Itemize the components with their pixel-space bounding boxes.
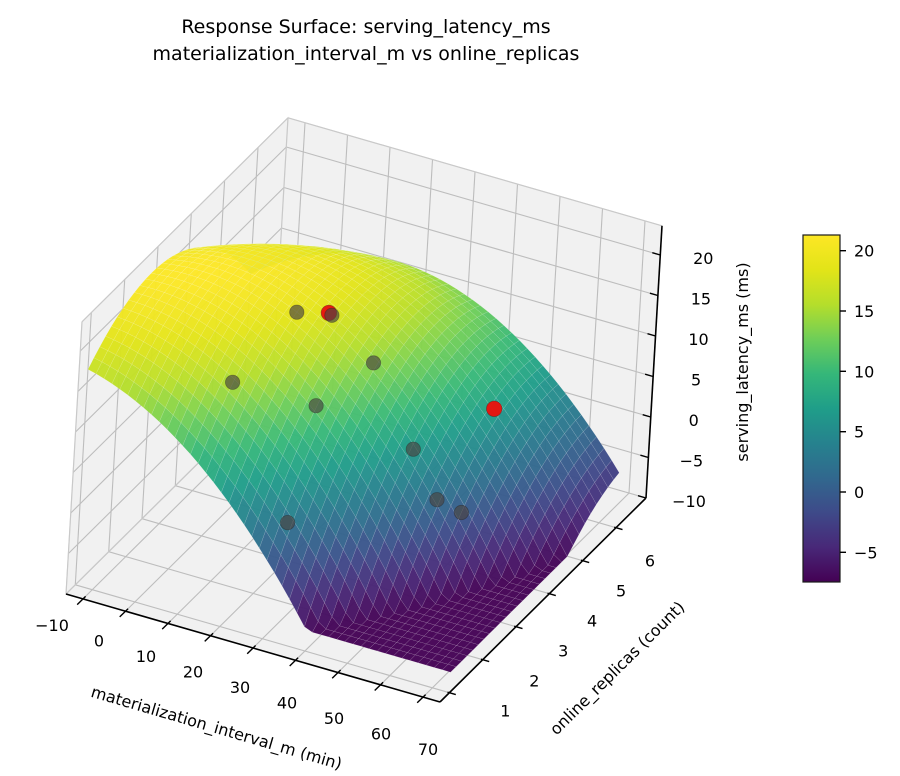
- svg-text:20: 20: [854, 242, 874, 261]
- svg-text:−5: −5: [680, 452, 704, 471]
- observed-point: [225, 374, 241, 390]
- observed-point: [453, 504, 469, 521]
- svg-text:materialization_interval_m (mi: materialization_interval_m (min): [89, 682, 345, 774]
- svg-text:0: 0: [854, 483, 864, 502]
- predicted-point: [486, 400, 503, 418]
- svg-text:6: 6: [645, 552, 655, 571]
- response-surface: [87, 243, 620, 673]
- svg-text:10: 10: [136, 647, 156, 666]
- svg-text:0: 0: [94, 631, 104, 650]
- svg-text:20: 20: [693, 249, 713, 268]
- svg-text:0: 0: [689, 411, 699, 430]
- svg-text:−5: −5: [854, 543, 878, 562]
- svg-text:60: 60: [371, 725, 391, 744]
- svg-text:3: 3: [558, 642, 568, 661]
- observed-point: [429, 492, 445, 508]
- svg-text:20: 20: [183, 663, 203, 682]
- chart-title-line1: Response Surface: serving_latency_ms: [181, 16, 551, 38]
- svg-text:−10: −10: [672, 492, 706, 511]
- svg-text:10: 10: [688, 330, 708, 349]
- observed-point: [289, 304, 305, 320]
- svg-text:1: 1: [500, 702, 510, 721]
- observed-point: [279, 514, 296, 531]
- svg-text:−10: −10: [35, 616, 69, 635]
- svg-text:40: 40: [277, 694, 297, 713]
- svg-text:10: 10: [854, 362, 874, 381]
- svg-text:5: 5: [854, 423, 864, 442]
- svg-text:70: 70: [418, 740, 438, 759]
- chart-title: Response Surface: serving_latency_ms mat…: [0, 14, 732, 68]
- z-axis-ticks: −10 −5 0 5 10 15 20: [637, 249, 713, 511]
- observed-point: [324, 307, 340, 323]
- colorbar: 20 15 10 5 0 −5: [802, 234, 878, 583]
- observed-point: [308, 398, 324, 414]
- svg-text:15: 15: [691, 290, 711, 309]
- scatter-points: [225, 304, 503, 531]
- svg-text:4: 4: [587, 612, 597, 631]
- svg-text:5: 5: [691, 371, 701, 390]
- svg-text:serving_latency_ms (ms): serving_latency_ms (ms): [733, 262, 753, 461]
- svg-text:online_replicas (count): online_replicas (count): [546, 597, 689, 739]
- svg-text:30: 30: [230, 678, 250, 697]
- svg-text:2: 2: [529, 672, 539, 691]
- svg-text:50: 50: [324, 709, 344, 728]
- observed-point: [365, 355, 382, 371]
- observed-point: [405, 441, 421, 457]
- svg-text:5: 5: [616, 582, 626, 601]
- x-axis-ticks: −10 0 10 20 30 40 50 60 70: [35, 595, 438, 759]
- colorbar-gradient: [802, 234, 841, 583]
- chart-title-line2: materialization_interval_m vs online_rep…: [152, 43, 580, 65]
- svg-text:15: 15: [854, 302, 874, 321]
